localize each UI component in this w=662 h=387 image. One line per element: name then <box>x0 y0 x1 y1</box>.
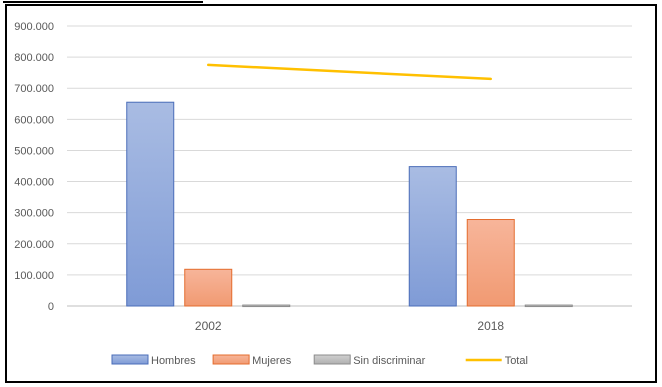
legend-label: Sin discriminar <box>353 355 425 367</box>
x-tick-label: 2002 <box>195 319 222 333</box>
legend-swatch-hombres <box>111 354 149 365</box>
y-tick-label: 100.000 <box>14 270 54 282</box>
legend-label: Mujeres <box>252 355 292 367</box>
y-tick-label: 200.000 <box>14 239 54 251</box>
bar-hombres <box>408 166 457 307</box>
y-tick-label: 800.000 <box>14 52 54 64</box>
combo-chart: 0 100.000 200.000 300.000 400.000 500.000 600.… <box>14 21 632 367</box>
y-tick-label: 900.000 <box>14 21 54 33</box>
y-tick-label: 700.000 <box>14 83 54 95</box>
legend-label: Total <box>505 355 528 367</box>
bar-hombres <box>126 101 175 307</box>
y-tick-label: 0 <box>48 301 54 313</box>
y-tick-label: 600.000 <box>14 114 54 126</box>
legend-label: Hombres <box>151 355 196 367</box>
bar-mujeres <box>466 219 515 307</box>
y-tick-label: 400.000 <box>14 177 54 189</box>
legend-swatch-mujeres <box>212 354 250 365</box>
y-tick-label: 500.000 <box>14 145 54 157</box>
x-tick-label: 2018 <box>477 319 504 333</box>
chart-frame: 0 100.000 200.000 300.000 400.000 500.000 600.… <box>5 4 657 383</box>
legend-swatch-sin-discriminar <box>313 354 351 365</box>
y-tick-label: 300.000 <box>14 208 54 220</box>
top-underline <box>3 1 203 3</box>
bar-sin-discriminar <box>242 304 291 308</box>
bar-sin-discriminar <box>524 304 573 308</box>
line-total <box>207 63 492 81</box>
bar-mujeres <box>184 268 233 307</box>
